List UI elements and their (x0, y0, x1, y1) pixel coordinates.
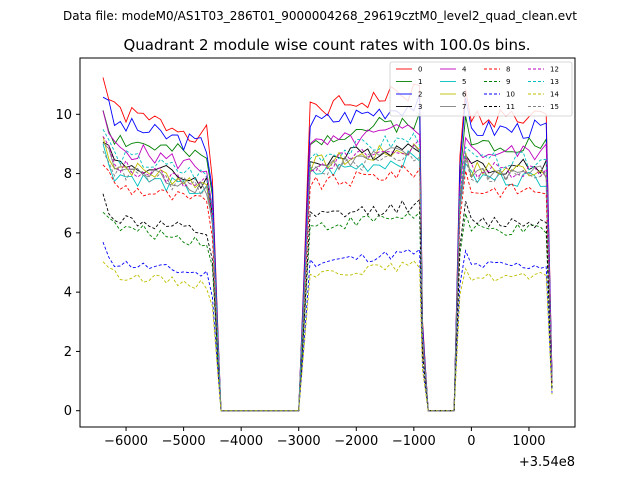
series-line-8 (102, 163, 553, 412)
x-tick-label: 1000 (512, 434, 545, 449)
plot-frame (79, 57, 576, 428)
x-tick-label: −3000 (277, 434, 321, 449)
series-line-2 (102, 94, 553, 412)
legend-frame (389, 61, 573, 117)
legend-label-6: 6 (462, 91, 467, 99)
series-line-15 (102, 150, 553, 412)
y-tick-label: 10 (55, 108, 72, 123)
x-tick-label: −6000 (104, 434, 148, 449)
series-line-10 (102, 241, 553, 412)
legend-label-12: 12 (550, 66, 559, 74)
y-tick-label: 8 (64, 167, 72, 182)
legend-label-3: 3 (418, 103, 422, 111)
series-line-0 (102, 77, 553, 412)
series-line-1 (102, 110, 553, 412)
series-line-12 (102, 136, 553, 412)
y-tick-label: 6 (64, 226, 72, 241)
y-tick-label: 2 (64, 345, 72, 360)
legend-label-13: 13 (550, 78, 559, 86)
legend-label-4: 4 (462, 66, 467, 74)
legend-label-5: 5 (462, 78, 466, 86)
series-line-11 (102, 193, 553, 412)
legend-label-11: 11 (506, 103, 515, 111)
y-tick-label: 0 (64, 404, 72, 419)
series-line-4 (102, 110, 553, 412)
x-tick-label: −5000 (162, 434, 206, 449)
series-line-13 (102, 129, 553, 412)
legend-label-14: 14 (550, 91, 559, 99)
legend-label-10: 10 (506, 91, 515, 99)
x-tick-label: −2000 (334, 434, 378, 449)
x-tick-label: −1000 (392, 434, 436, 449)
y-tick-label: 4 (64, 286, 72, 301)
x-tick-label: −4000 (219, 434, 263, 449)
legend-label-15: 15 (550, 103, 559, 111)
legend-label-0: 0 (418, 66, 422, 74)
x-tick-label: 0 (467, 434, 475, 449)
series-line-9 (102, 210, 553, 412)
x-axis-offset-label: +3.54e8 (519, 455, 575, 470)
plot-series-group (102, 77, 553, 412)
y-axis-ticks: 0 2 4 6 8 10 (55, 108, 80, 419)
chart-suptitle: Data file: modeM0/AS1T03_286T01_90000042… (63, 9, 577, 23)
legend-label-8: 8 (506, 66, 510, 74)
chart-title: Quadrant 2 module wise count rates with … (123, 36, 530, 54)
x-axis-ticks: −6000 −5000 −4000 −3000 −2000 −1000 0 1000 (104, 427, 546, 449)
legend-label-7: 7 (462, 103, 466, 111)
series-line-14 (102, 260, 553, 412)
legend-label-1: 1 (418, 78, 422, 86)
legend-label-2: 2 (418, 91, 422, 99)
series-line-5 (102, 143, 553, 412)
series-line-3 (102, 141, 553, 412)
series-line-6 (102, 136, 553, 412)
legend-label-9: 9 (506, 78, 510, 86)
